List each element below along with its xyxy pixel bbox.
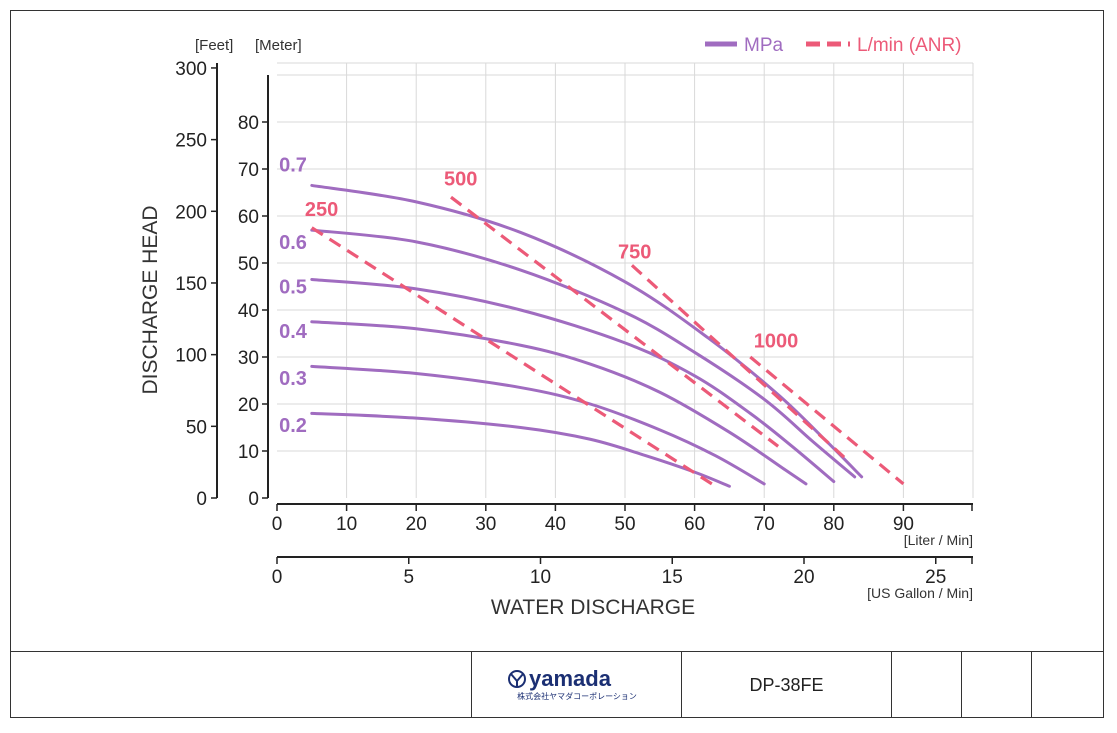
model-number: DP-38FE — [681, 652, 891, 718]
y-unit-meter: [Meter] — [255, 37, 302, 54]
x-unit-gallon: [US Gallon / Min] — [867, 585, 973, 601]
x-tick-label-liter: 0 — [272, 514, 283, 535]
y-tick-label-feet: 300 — [175, 59, 207, 80]
yamada-emblem-icon — [508, 670, 526, 688]
y-tick-label-meter: 60 — [238, 207, 259, 228]
pressure-curve-0-6 — [310, 228, 857, 479]
y-tick-label-meter: 80 — [238, 113, 259, 134]
chart-curves — [310, 183, 905, 488]
y-tick-label-meter: 20 — [238, 395, 259, 416]
document-frame — [10, 10, 1104, 718]
y-tick-label-meter: 10 — [238, 442, 259, 463]
y-tick-label-feet: 0 — [196, 489, 207, 510]
y-tick-label-feet: 150 — [175, 274, 207, 295]
series-label-1000: 1000 — [754, 331, 799, 353]
air-flow-line-750 — [630, 264, 849, 462]
x-axis-title: WATER DISCHARGE — [491, 596, 695, 619]
x-tick-label-gallon: 15 — [662, 567, 683, 588]
series-label-500: 500 — [444, 168, 477, 190]
series-label-0-4: 0.4 — [279, 321, 308, 343]
x-tick-label-gallon: 5 — [403, 567, 414, 588]
y-tick-label-feet: 250 — [175, 131, 207, 152]
air-flow-line-500 — [450, 195, 780, 448]
logo-subtitle: 株式会社ヤマダコーポレーション — [517, 691, 637, 701]
x-unit-liter: [Liter / Min] — [904, 532, 973, 548]
series-label-250: 250 — [305, 199, 338, 221]
x-tick-label-gallon: 0 — [272, 567, 283, 588]
series-label-0-2: 0.2 — [279, 415, 307, 437]
y-tick-label-meter: 70 — [238, 160, 259, 181]
y-axis-title: DISCHARGE HEAD — [139, 205, 162, 394]
blank-cell-3 — [1031, 652, 1104, 718]
yamada-logo: yamada 株式会社ヤマダコーポレーション — [508, 666, 637, 701]
x-tick-label-liter: 50 — [614, 514, 635, 535]
y-tick-label-meter: 50 — [238, 254, 259, 275]
logo-wordmark: yamada — [529, 666, 612, 691]
logo-cell: yamada 株式会社ヤマダコーポレーション — [471, 652, 681, 718]
blank-cell-2 — [961, 652, 1031, 718]
legend-air-label: L/min (ANR) — [857, 35, 962, 56]
chart-series-labels: 0.7 0.6 0.5 0.4 0.3 0.2 250 500 750 1000 — [279, 154, 798, 437]
series-label-0-3: 0.3 — [279, 368, 307, 390]
pressure-curve-0-5 — [310, 277, 836, 484]
x-tick-label-liter: 20 — [406, 514, 427, 535]
series-label-0-5: 0.5 — [279, 277, 307, 299]
y-unit-feet: [Feet] — [195, 37, 233, 54]
series-label-0-7: 0.7 — [279, 154, 307, 176]
blank-cell-1 — [891, 652, 961, 718]
y-tick-label-feet: 200 — [175, 202, 207, 223]
chart-legend: MPa L/min (ANR) — [705, 35, 962, 56]
x-tick-label-gallon: 20 — [793, 567, 814, 588]
x-tick-label-liter: 10 — [336, 514, 357, 535]
air-flow-line-250 — [310, 226, 717, 488]
series-label-750: 750 — [618, 241, 651, 263]
y-tick-label-feet: 50 — [186, 417, 207, 438]
title-block: yamada 株式会社ヤマダコーポレーション DP-38FE — [10, 651, 1104, 718]
series-label-0-6: 0.6 — [279, 232, 307, 254]
x-tick-label-liter: 80 — [823, 514, 844, 535]
legend-mpa-label: MPa — [744, 35, 784, 56]
x-tick-label-gallon: 10 — [530, 567, 551, 588]
x-tick-label-liter: 60 — [684, 514, 705, 535]
y-tick-label-meter: 30 — [238, 348, 259, 369]
x-tick-label-gallon: 25 — [925, 567, 946, 588]
x-tick-label-liter: 30 — [475, 514, 496, 535]
x-tick-label-liter: 90 — [893, 514, 914, 535]
x-tick-label-liter: 70 — [754, 514, 775, 535]
x-tick-label-liter: 40 — [545, 514, 566, 535]
pressure-curve-0-3 — [310, 364, 766, 486]
pressure-curve-0-4 — [310, 320, 808, 486]
air-flow-line-1000 — [749, 355, 905, 486]
y-tick-label-meter: 0 — [248, 489, 259, 510]
y-tick-label-feet: 100 — [175, 346, 207, 367]
y-tick-label-meter: 40 — [238, 301, 259, 322]
